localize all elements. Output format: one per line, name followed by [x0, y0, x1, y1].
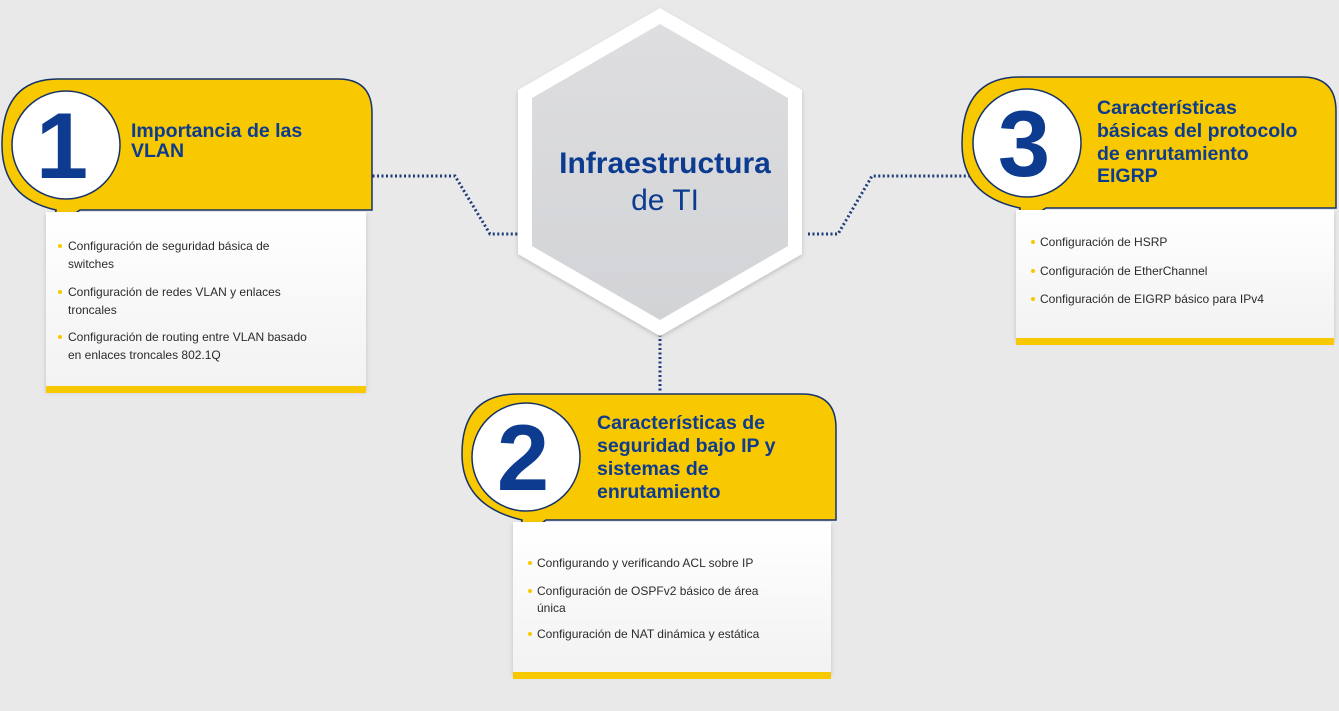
- topic-2-item-2-line-1: Configuración de OSPFv2 básico de área: [537, 584, 759, 598]
- topic-2-heading-line-2: seguridad bajo IP y: [597, 435, 776, 457]
- topic-1-bullet-1: [58, 244, 62, 248]
- topic-2-panel: [513, 522, 831, 674]
- topic-2-bullet-2: [528, 589, 532, 593]
- topic-3-bullet-1: [1031, 240, 1035, 244]
- topic-3-heading-line-4: EIGRP: [1097, 165, 1158, 187]
- hub-title: Infraestructura: [559, 147, 771, 180]
- topic-2-heading-line-3: sistemas de: [597, 458, 709, 480]
- topic-1-panel: [46, 212, 366, 390]
- topic-1-item-2-line-1: Configuración de redes VLAN y enlaces: [68, 285, 281, 299]
- topic-1-item-1-line-2: switches: [68, 257, 114, 271]
- topic-3-bullet-3: [1031, 297, 1035, 301]
- topic-3-item-1-line-1: Configuración de HSRP: [1040, 235, 1167, 249]
- topic-2-number: 2: [497, 405, 549, 510]
- topic-3-heading-line-1: Características: [1097, 97, 1237, 119]
- topic-1-panel-underline: [46, 386, 366, 393]
- topic-2-item-2-line-2: única: [537, 601, 566, 615]
- topic-card-1: 1 Importancia de las VLAN Configuración …: [1, 78, 373, 393]
- topic-1-item-2-line-2: troncales: [68, 303, 117, 317]
- topic-3-bullet-2: [1031, 269, 1035, 273]
- topic-3-item-2-line-1: Configuración de EtherChannel: [1040, 264, 1207, 278]
- topic-3-number-badge: [972, 88, 1082, 198]
- topic-card-2: 2 Características de seguridad bajo IP y…: [461, 393, 837, 679]
- topic-3-panel: [1016, 210, 1334, 340]
- topic-2-number-badge: [471, 402, 581, 512]
- topic-2-item-3-line-1: Configuración de NAT dinámica y estática: [537, 627, 760, 641]
- connector-topic-3: [808, 174, 972, 236]
- topic-1-heading-line-2: VLAN: [131, 140, 184, 162]
- hub-subtitle: de TI: [631, 184, 699, 217]
- topic-card-3: 3 Características básicas del protocolo …: [961, 76, 1337, 345]
- topic-3-panel-underline: [1016, 338, 1334, 345]
- topic-2-bullet-3: [528, 632, 532, 636]
- topic-1-item-3-line-2: en enlaces troncales 802.1Q: [68, 348, 221, 362]
- topic-3-heading-line-3: de enrutamiento: [1097, 143, 1249, 165]
- topic-3-number: 3: [998, 91, 1050, 196]
- topic-1-bullet-2: [58, 290, 62, 294]
- connector-topic-1: [368, 174, 522, 236]
- hub-hexagon: Infraestructura de TI: [518, 8, 802, 336]
- topic-2-panel-underline: [513, 672, 831, 679]
- topic-2-heading-line-4: enrutamiento: [597, 481, 721, 503]
- topic-1-number: 1: [36, 93, 88, 198]
- hub-inner-face: [532, 24, 788, 320]
- topic-3-heading-line-2: básicas del protocolo: [1097, 120, 1298, 142]
- topic-1-number-badge: [11, 90, 121, 200]
- topic-1-item-1-line-1: Configuración de seguridad básica de: [68, 239, 270, 253]
- topic-2-heading-line-1: Características de: [597, 412, 765, 434]
- connectors: [368, 174, 972, 392]
- topic-3-item-3-line-1: Configuración de EIGRP básico para IPv4: [1040, 292, 1264, 306]
- topic-1-bullet-3: [58, 335, 62, 339]
- topic-1-item-3-line-1: Configuración de routing entre VLAN basa…: [68, 330, 307, 344]
- topic-2-bullet-1: [528, 561, 532, 565]
- topic-1-heading-line-1: Importancia de las: [131, 120, 302, 142]
- topic-2-item-1-line-1: Configurando y verificando ACL sobre IP: [537, 556, 753, 570]
